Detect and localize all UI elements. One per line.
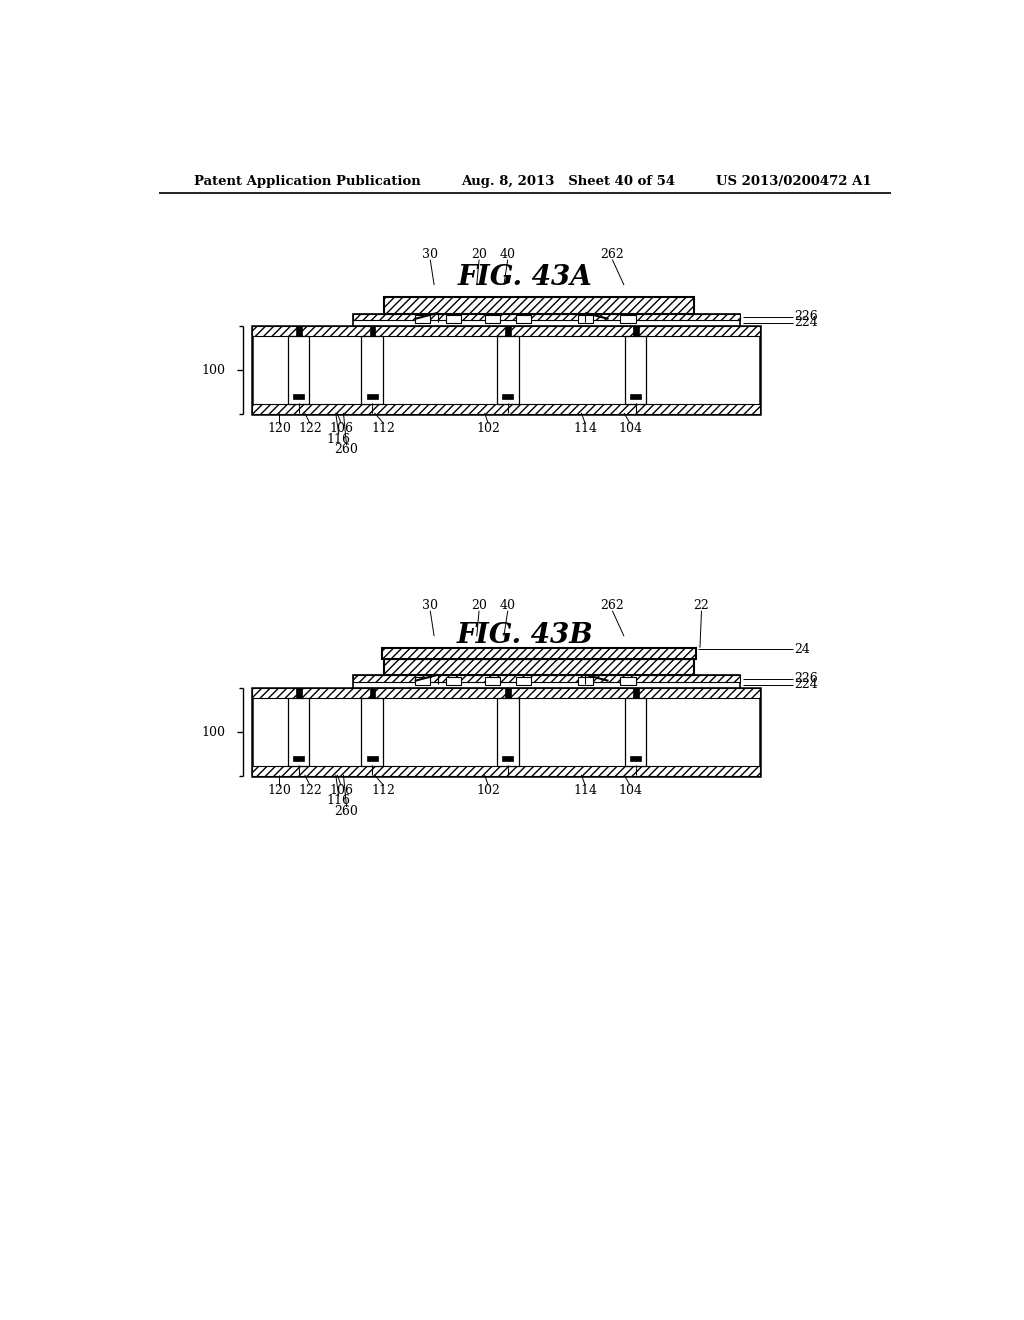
Bar	[578, 315, 593, 323]
Bar	[630, 395, 641, 399]
Text: 40: 40	[500, 599, 516, 612]
Bar	[621, 315, 636, 323]
Bar	[503, 395, 513, 399]
Bar	[370, 326, 375, 335]
Bar	[293, 395, 304, 399]
Bar	[252, 326, 760, 335]
Text: 100: 100	[202, 363, 225, 376]
Bar	[352, 676, 740, 681]
Text: 120: 120	[267, 784, 291, 797]
Text: 102: 102	[476, 422, 501, 434]
Bar	[252, 404, 760, 414]
Text: 106: 106	[329, 784, 353, 797]
Bar	[361, 335, 383, 404]
Text: 260: 260	[335, 444, 358, 457]
Text: 24: 24	[795, 643, 810, 656]
Text: Patent Application Publication: Patent Application Publication	[194, 176, 421, 187]
Text: 106: 106	[329, 422, 353, 434]
Text: Aug. 8, 2013   Sheet 40 of 54: Aug. 8, 2013 Sheet 40 of 54	[461, 176, 676, 187]
Bar	[497, 335, 518, 404]
Bar	[296, 688, 302, 698]
Bar	[625, 698, 646, 767]
Bar	[352, 314, 740, 319]
Bar	[288, 698, 309, 767]
Bar	[367, 756, 378, 760]
Bar	[445, 677, 461, 685]
Text: 114: 114	[573, 422, 597, 434]
Text: 122: 122	[298, 784, 322, 797]
Bar	[367, 395, 378, 399]
Bar	[415, 315, 430, 323]
Bar	[621, 677, 636, 685]
Bar	[352, 314, 740, 326]
Bar	[382, 648, 696, 659]
Bar	[296, 326, 302, 335]
Bar	[515, 315, 531, 323]
Bar	[506, 326, 511, 335]
Text: 120: 120	[267, 422, 291, 434]
Bar	[484, 677, 500, 685]
Text: 20: 20	[471, 248, 487, 261]
Bar	[384, 297, 693, 314]
Bar	[370, 688, 375, 698]
Bar	[503, 756, 513, 760]
Text: 22: 22	[693, 599, 710, 612]
Text: 116: 116	[327, 795, 351, 808]
Bar	[415, 677, 430, 685]
Text: 226: 226	[795, 672, 818, 685]
Text: 224: 224	[795, 678, 818, 692]
Text: 104: 104	[618, 784, 642, 797]
Text: 224: 224	[795, 317, 818, 329]
Bar	[252, 767, 760, 776]
Text: 100: 100	[202, 726, 225, 739]
Bar	[384, 659, 693, 676]
Text: FIG. 43A: FIG. 43A	[458, 264, 592, 292]
Bar	[293, 756, 304, 760]
Text: 262: 262	[600, 248, 625, 261]
Text: 226: 226	[795, 310, 818, 323]
Bar	[484, 315, 500, 323]
Text: 114: 114	[573, 784, 597, 797]
Text: 112: 112	[372, 422, 395, 434]
Text: 30: 30	[422, 248, 438, 261]
Bar	[445, 315, 461, 323]
Bar	[361, 698, 383, 767]
Bar	[506, 688, 511, 698]
Text: 122: 122	[298, 422, 322, 434]
Bar	[252, 326, 760, 414]
Text: 260: 260	[335, 805, 358, 818]
Bar	[578, 677, 593, 685]
Text: 262: 262	[600, 599, 625, 612]
Text: 102: 102	[476, 784, 501, 797]
Bar	[252, 688, 760, 776]
Bar	[497, 698, 518, 767]
Bar	[633, 688, 639, 698]
Bar	[352, 676, 740, 688]
Bar	[252, 688, 760, 698]
Text: 112: 112	[372, 784, 395, 797]
Text: 116: 116	[327, 433, 351, 446]
Bar	[633, 326, 639, 335]
Text: 104: 104	[618, 422, 642, 434]
Bar	[288, 335, 309, 404]
Text: FIG. 43B: FIG. 43B	[457, 622, 593, 649]
Bar	[630, 756, 641, 760]
Text: US 2013/0200472 A1: US 2013/0200472 A1	[717, 176, 872, 187]
Text: 30: 30	[422, 599, 438, 612]
Text: 20: 20	[471, 599, 487, 612]
Bar	[625, 335, 646, 404]
Text: 40: 40	[500, 248, 516, 261]
Bar	[515, 677, 531, 685]
